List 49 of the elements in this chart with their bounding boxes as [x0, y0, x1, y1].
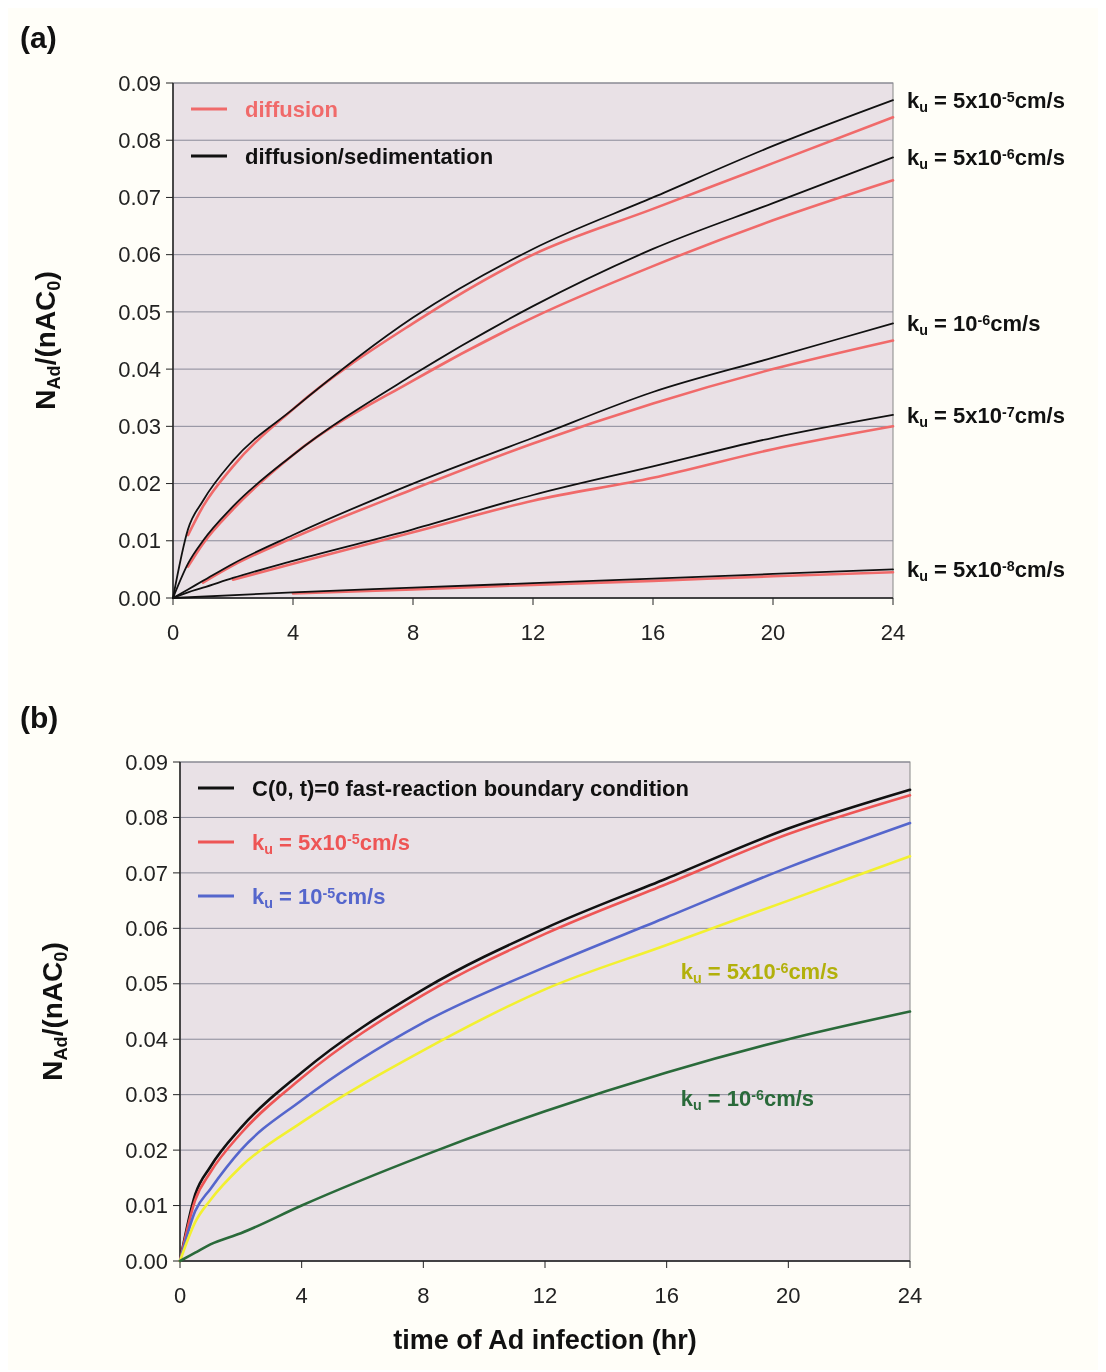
x-tick-label: 12: [532, 1283, 558, 1308]
x-tick-label: 8: [417, 1283, 430, 1308]
y-tick-label: 0.03: [125, 1082, 168, 1108]
x-axis-title: time of Ad infection (hr): [393, 1325, 697, 1355]
y-tick-label: 0.04: [118, 356, 161, 382]
x-tick-label: 0: [173, 1283, 187, 1308]
y-tick-label: 0.00: [125, 1248, 168, 1274]
x-tick-label: 20: [776, 1283, 801, 1308]
text: k$_{u}$ = 10$^{-6}$cm/s: [907, 311, 1041, 338]
chart-title: (a): [20, 21, 57, 54]
y-tick-label: 0.06: [125, 916, 168, 942]
x-tick-label: 12: [520, 620, 546, 645]
annotation: k$_{u}$ = 5x10$^{-6}$cm/s: [680, 958, 839, 986]
legend-label: k$_{u}$ = 5x10$^{-5}$cm/s: [252, 829, 410, 857]
x-tick-label: 0: [166, 620, 180, 645]
y-tick-label: 0.07: [118, 185, 161, 211]
x-tick-label: 4: [286, 620, 300, 645]
y-tick-label: 0.02: [118, 471, 161, 497]
y-tick-label: 0.05: [125, 971, 168, 997]
x-tick-label: 24: [880, 620, 906, 645]
text: k$_{u}$ = 5x10$^{-5}$cm/s: [907, 87, 1065, 115]
y-tick-label: 0.00: [118, 585, 161, 611]
y-tick-label: 0.08: [125, 805, 168, 831]
y-tick-label: 0.09: [118, 70, 161, 96]
x-tick-label: 24: [897, 1283, 923, 1308]
x-tick-label: 16: [654, 1283, 679, 1308]
legend-label: C(0, t)=0 fast-reaction boundary condition: [252, 775, 689, 801]
y-tick-label: 0.01: [125, 1193, 168, 1219]
y-tick-label: 0.09: [125, 749, 168, 775]
y-tick-label: 0.03: [118, 414, 161, 440]
y-tick-label: 0.04: [125, 1026, 168, 1052]
y-tick-label: 0.01: [118, 528, 161, 554]
y-tick-label: 0.05: [118, 299, 161, 325]
annotation: k$_{u}$ = 10$^{-6}$cm/s: [680, 1086, 815, 1113]
x-tick-label: 16: [640, 620, 666, 645]
y-tick-label: 0.06: [118, 242, 161, 268]
legend-label: diffusion: [245, 96, 338, 122]
chart-title: (b): [20, 701, 59, 734]
y-tick-label: 0.08: [118, 127, 161, 153]
legend-label: diffusion/sedimentation: [245, 143, 494, 169]
y-tick-label: 0.07: [125, 860, 168, 886]
legend-label: k$_{u}$ = 10$^{-5}$cm/s: [252, 883, 386, 911]
y-tick-label: 0.02: [125, 1137, 168, 1163]
text: k$_{u}$ = 5x10$^{-8}$cm/s: [907, 557, 1065, 584]
x-tick-label: 20: [760, 620, 786, 645]
text: k$_{u}$ = 5x10$^{-7}$cm/s: [907, 402, 1065, 430]
x-tick-label: 4: [295, 1283, 308, 1308]
x-tick-label: 8: [406, 620, 420, 645]
text: k$_{u}$ = 5x10$^{-6}$cm/s: [907, 145, 1065, 172]
